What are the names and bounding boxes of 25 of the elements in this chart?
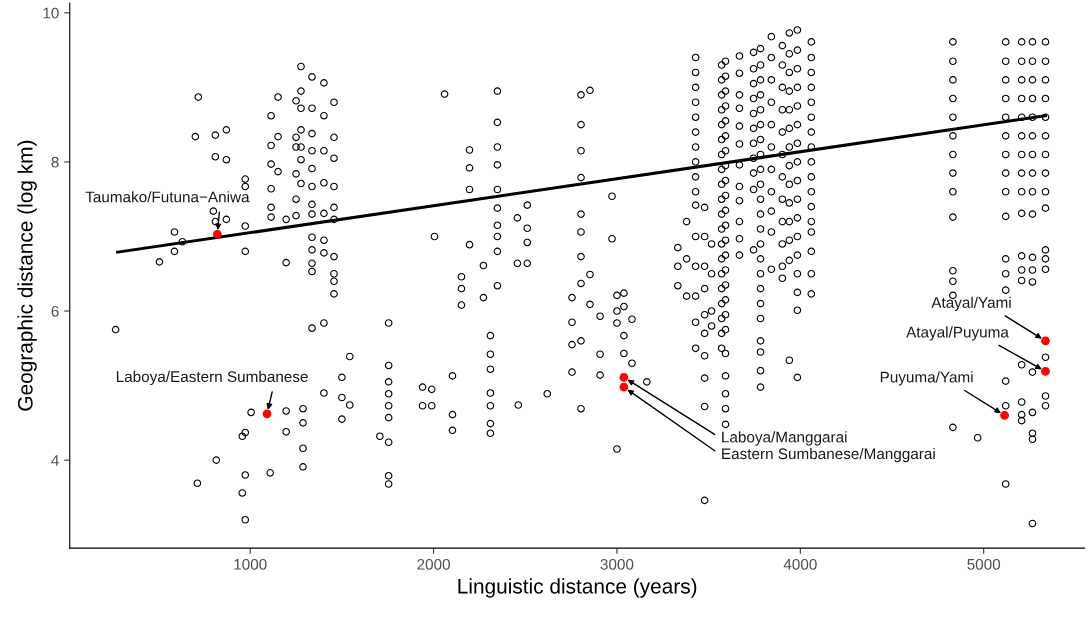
- point: [1041, 336, 1050, 346]
- point: [213, 229, 222, 239]
- annotation: Laboya/Eastern Sumbanese: [116, 370, 308, 386]
- point: [619, 382, 629, 392]
- annotation: Laboya/Manggarai: [722, 431, 847, 446]
- annotation: Puyuma/Yami: [880, 371, 973, 386]
- y-tick-label: 10: [43, 7, 59, 19]
- point: [619, 373, 629, 382]
- point: [1000, 411, 1009, 420]
- y-tick-label: 4: [51, 455, 59, 466]
- point: [1041, 367, 1050, 376]
- annotation: Atayal/Yami: [931, 296, 1011, 311]
- y-tick-label: 6: [51, 305, 59, 317]
- point: [262, 409, 272, 419]
- annotation: Atayal/Puyuma: [906, 326, 1009, 341]
- y-tick-label: 8: [51, 156, 59, 168]
- x-tick-label: 1000: [234, 558, 267, 570]
- x-tick-label: 3000: [600, 558, 634, 570]
- x-tick-label: 2000: [417, 558, 450, 570]
- y-axis-title: Geographic distance (log km): [17, 140, 37, 411]
- annotation: Eastern Sumbanese/Manggarai: [722, 447, 935, 463]
- x-axis-title: Linguistic distance (years): [458, 578, 697, 598]
- x-tick-label: 5000: [967, 558, 1001, 570]
- x-tick-label: 4000: [783, 558, 817, 570]
- annotation: Taumako/Futuna−Aniwa: [85, 191, 250, 203]
